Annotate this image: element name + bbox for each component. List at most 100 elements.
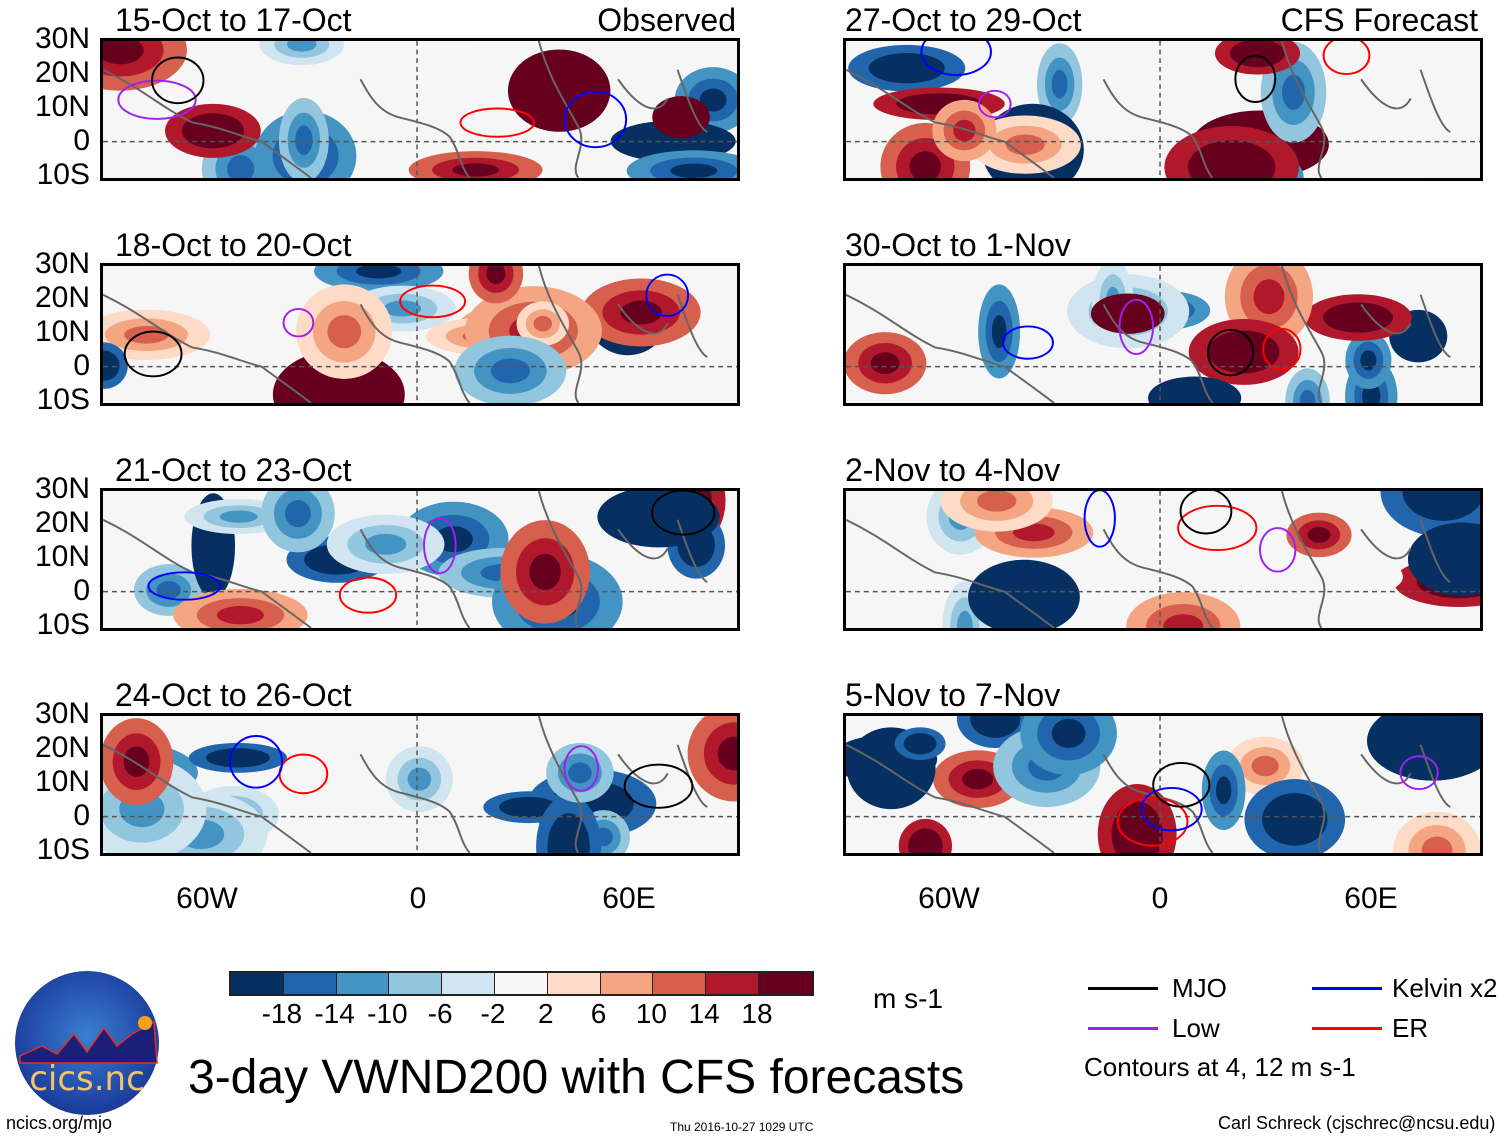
lon-label-60w-left: 60W [176,882,238,915]
wind-anomaly-shading [670,109,692,125]
wind-anomaly-shading [1307,527,1331,543]
wind-anomaly-shading [977,491,1017,512]
colorbar-tick-label: -18 [261,998,303,1029]
low-contour [1399,755,1439,791]
coastline [846,716,1451,853]
panel-title: 18-Oct to 20-Oct [115,227,352,263]
map-panel [100,713,740,856]
lat-label: 20N [34,731,90,764]
contour-note: Contours at 4, 12 m s-1 [1084,1052,1356,1082]
lat-label: 20N [34,56,90,89]
lat-label: 30N [34,472,90,505]
main-title: 3-day VWND200 with CFS forecasts [188,1051,965,1104]
colorbar-units: m s-1 [873,983,943,1014]
wind-anomaly-shading [699,88,727,112]
wind-anomaly-shading [1277,805,1313,834]
mjo-contour [623,763,694,809]
colorbar-tick-label: 14 [688,998,720,1029]
wind-anomaly-shading [1408,326,1429,346]
wind-anomaly-shading [486,266,506,285]
wind-anomaly-shading [991,314,1007,348]
lat-label: 10S [36,608,90,641]
lon-label-60e-left: 60E [602,882,656,915]
colorbar-swatch [494,973,548,994]
wind-anomaly-shading [953,119,976,142]
wind-anomaly-shading [156,580,181,600]
mjo-contour [1206,328,1255,377]
wind-anomaly-shading [512,801,545,813]
kelvin-contour [1083,491,1116,548]
mjo-contour [651,491,716,536]
wind-anomaly-shading [227,155,255,178]
wind-anomaly-shading [911,737,930,750]
mjo-contour [1179,491,1233,535]
lat-label: 0 [73,349,90,382]
wind-anomaly-shading [1282,74,1305,110]
wind-anomaly-shading [1224,340,1263,364]
wind-anomaly-shading [533,315,553,332]
map-panel [100,488,740,631]
lat-label: 10S [36,833,90,866]
wind-anomaly-shading [295,125,313,156]
wind-anomaly-shading [1051,718,1086,748]
lon-label-0-left: 0 [409,882,427,915]
colorbar-tick-label: -14 [314,998,355,1029]
colorbar-tick-label: 18 [741,998,773,1029]
footer-author: Carl Schreck (cjschrec@ncsu.edu) [1218,1113,1496,1133]
kelvin-contour [920,41,992,76]
lat-label: 10S [36,383,90,416]
wind-anomaly-shading [1004,584,1044,611]
coastline [103,716,708,853]
wind-anomaly-shading [315,379,362,403]
low-contour [1258,527,1297,573]
legend-er-label: ER [1392,1013,1429,1043]
wind-anomaly-shading [529,553,561,590]
coastline [103,266,708,403]
lat-label: 0 [73,124,90,157]
map-panel [100,38,740,181]
colorbar-swatch [389,973,443,994]
colorbar [229,971,814,996]
colorbar-swatch [600,973,654,994]
colorbar-swatch [547,973,601,994]
wind-anomaly-shading [196,121,230,141]
wind-anomaly-shading [1114,306,1141,321]
lat-label: 20N [34,281,90,314]
wind-anomaly-shading [285,500,311,528]
wind-anomaly-shading [670,163,718,178]
kelvin-contour [229,735,284,789]
lat-label: 10N [34,90,90,123]
wind-anomaly-shading [1379,140,1406,176]
er-contour [399,284,467,319]
panel-title: 15-Oct to 17-Oct [115,2,352,38]
kelvin-contour [1001,325,1054,360]
low-contour [282,307,315,338]
panel-title: 24-Oct to 26-Oct [115,677,352,713]
map-panel [843,38,1483,181]
colorbar-tick-label: -10 [367,998,408,1029]
wind-anomaly-shading [568,762,592,784]
wind-anomaly-shading [962,768,994,790]
coastline [846,491,1451,628]
footer-url[interactable]: ncics.org/mjo [6,1113,113,1133]
colorbar-swatch [442,973,495,994]
lat-label: 10N [34,540,90,573]
panel-title: 27-Oct to 29-Oct [845,2,1082,38]
wind-anomaly-shading [216,605,264,625]
colorbar-swatch [231,973,284,994]
map-panel [100,263,740,406]
wind-anomaly-shading [490,358,530,384]
wind-anomaly-shading [717,736,737,771]
wind-anomaly-shading [219,510,258,523]
observed-label: Observed [597,2,736,38]
lat-label: 30N [34,697,90,730]
wind-anomaly-shading [1421,491,1466,508]
wind-anomaly-shading [286,41,317,52]
wind-anomaly-shading [870,352,900,375]
lat-label: 30N [34,22,90,55]
wind-anomaly-shading [1051,69,1068,99]
wind-anomaly-shading [1005,134,1045,155]
wind-anomaly-shading [124,325,169,344]
wind-anomaly-shading [205,527,221,565]
wind-anomaly-shading [1360,613,1384,628]
